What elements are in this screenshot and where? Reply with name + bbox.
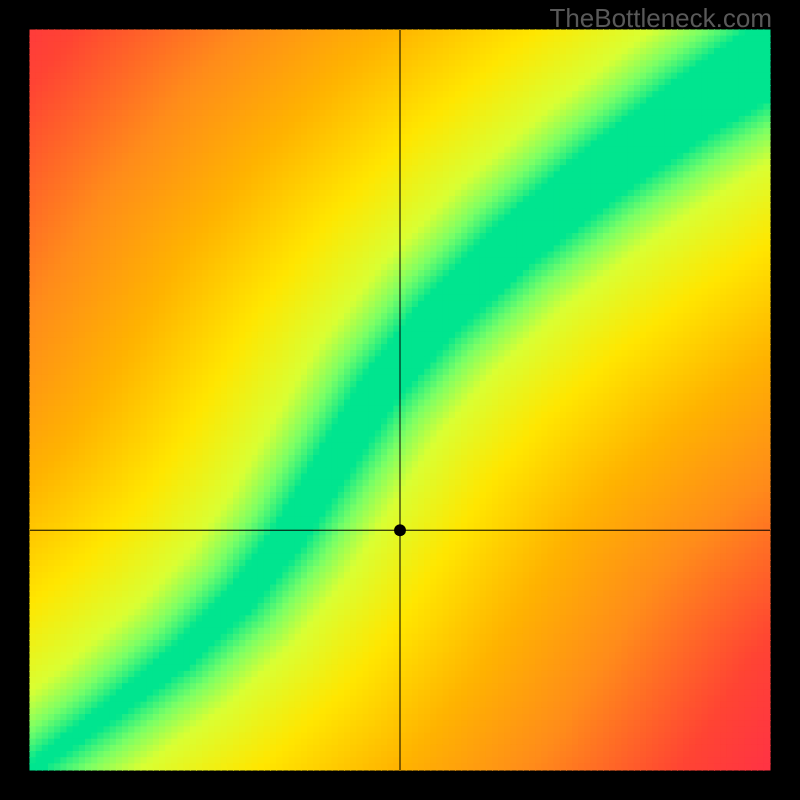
bottleneck-heatmap bbox=[0, 0, 800, 800]
chart-container: TheBottleneck.com bbox=[0, 0, 800, 800]
source-watermark: TheBottleneck.com bbox=[549, 3, 772, 34]
